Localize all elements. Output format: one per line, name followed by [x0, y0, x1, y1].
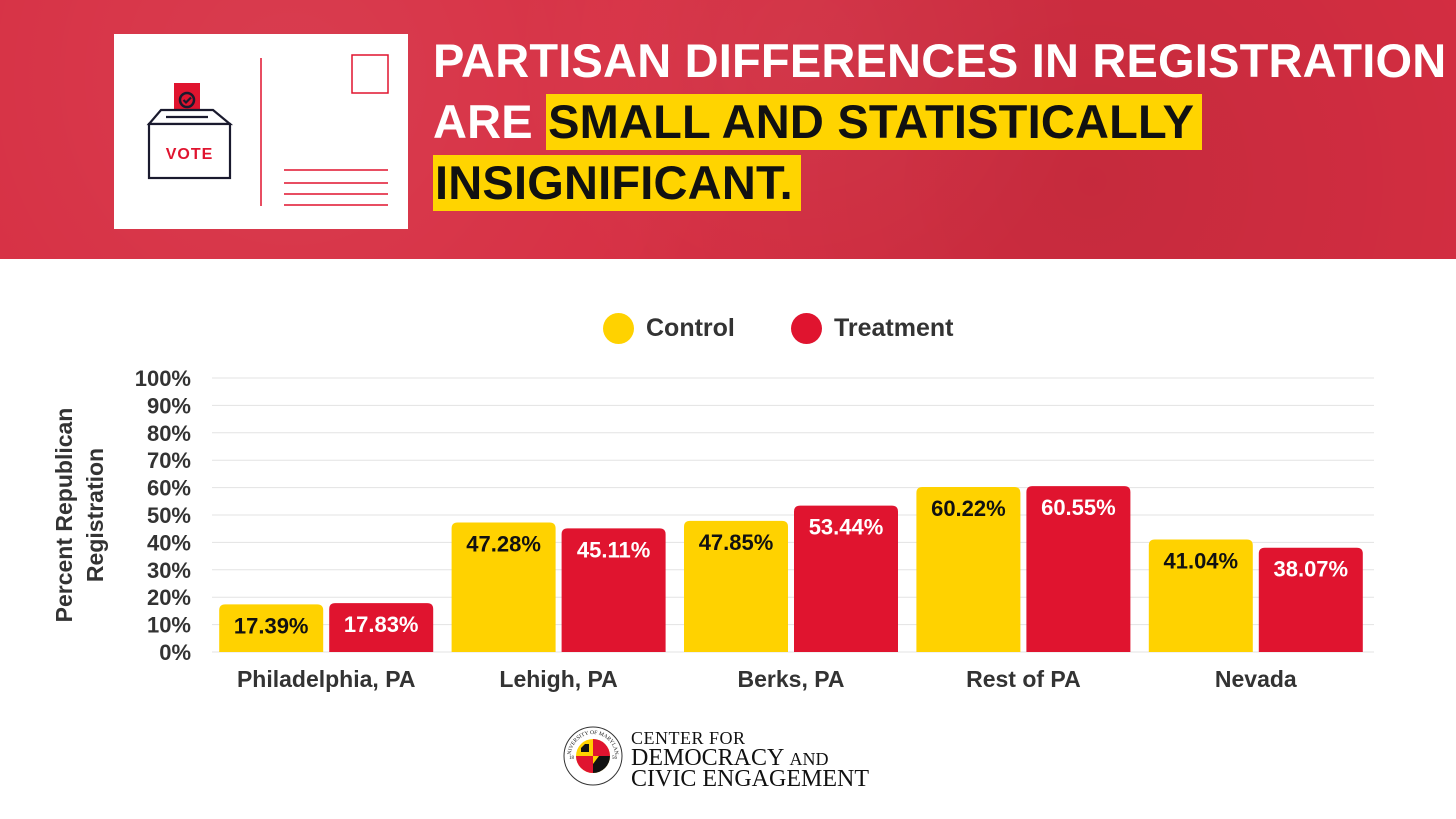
data-label-control: 47.85% — [699, 530, 774, 555]
ballot-box-icon — [147, 122, 232, 180]
seal-year-left: 18 — [569, 756, 575, 761]
bar-treatment — [561, 528, 666, 652]
headline-line-2-plain: ARE — [433, 95, 533, 148]
y-tick-label: 0% — [159, 640, 191, 665]
x-tick-label: Nevada — [1215, 666, 1297, 692]
headline-line-3-highlight: INSIGNIFICANT. — [433, 155, 801, 211]
page-title: PARTISAN DIFFERENCES IN REGISTRATION ARE… — [433, 30, 1447, 213]
headline-line-2-highlight: SMALL AND STATISTICALLY — [546, 94, 1203, 150]
y-tick-label: 80% — [147, 421, 191, 446]
data-label-treatment: 17.83% — [344, 612, 419, 637]
y-tick-label: 70% — [147, 448, 191, 473]
seal-year-right: 56 — [612, 756, 618, 761]
legend-label-control: Control — [646, 313, 735, 342]
bar-control — [451, 522, 556, 652]
bar-treatment — [1258, 547, 1363, 652]
legend-item-treatment: Treatment — [791, 311, 953, 345]
data-label-treatment: 45.11% — [577, 537, 650, 562]
y-tick-label: 40% — [147, 530, 191, 555]
y-tick-label: 100% — [135, 366, 191, 391]
legend-swatch-control — [603, 312, 634, 344]
chart-bars: 17.39% 17.83% 47.28% 45.11% 47.85% 53.44% 60.2… — [219, 486, 1363, 652]
bar-control — [684, 520, 788, 652]
footer-logo: UNIVERSITY OF MARYLAND 18 56 CENTER FOR … — [563, 726, 903, 792]
bar-treatment — [329, 603, 434, 652]
data-label-treatment: 53.44% — [809, 515, 884, 540]
data-label-control: 41.04% — [1163, 549, 1238, 574]
university-of-maryland-seal-icon: UNIVERSITY OF MARYLAND 18 56 — [563, 726, 623, 786]
legend-label-treatment: Treatment — [834, 313, 954, 342]
checkmark-circle-icon — [178, 91, 196, 109]
headline-line-1: PARTISAN DIFFERENCES IN REGISTRATION — [433, 34, 1447, 87]
y-tick-label: 50% — [147, 503, 191, 528]
footer-org-name: CENTER FOR DEMOCRACY AND CIVIC ENGAGEMEN… — [631, 728, 869, 792]
y-tick-label: 20% — [147, 585, 191, 610]
stamp-icon — [351, 54, 389, 94]
data-label-treatment: 60.55% — [1041, 495, 1116, 520]
legend-swatch-treatment — [791, 312, 822, 344]
y-tick-label: 10% — [147, 613, 191, 638]
footer-line-2-small: AND — [789, 749, 829, 769]
x-tick-label: Lehigh, PA — [499, 666, 617, 692]
data-label-control: 17.39% — [234, 613, 309, 638]
checkmark-icon — [182, 96, 192, 105]
x-tick-label: Rest of PA — [966, 666, 1081, 692]
data-label-control: 47.28% — [466, 531, 541, 556]
postcard-illustration: VOTE — [146, 54, 389, 206]
header-banner: VOTE PARTISAN DIFFERENCES IN REGISTRATIO… — [0, 0, 1456, 259]
y-tick-label: 60% — [147, 476, 191, 501]
legend-item-control: Control — [603, 311, 735, 345]
bar-control — [1148, 539, 1253, 652]
x-axis-ticks: Philadelphia, PA Lehigh, PA Berks, PA Rest … — [237, 666, 1297, 692]
bar-control — [219, 604, 324, 652]
vote-label: VOTE — [166, 146, 214, 163]
y-axis-ticks: 0%10% 20%30% 40%50%60% 70%80% 90%100% — [135, 366, 191, 665]
footer-line-1: CENTER FOR — [631, 728, 746, 748]
bar-treatment — [1026, 486, 1131, 652]
data-label-control: 60.22% — [931, 496, 1006, 521]
bar-treatment — [794, 505, 898, 652]
footer-line-2-main: DEMOCRACY — [631, 745, 784, 771]
postcard-vote-icon: VOTE — [114, 34, 408, 229]
y-tick-label: 90% — [147, 393, 191, 418]
bar-control — [916, 486, 1021, 652]
chart-legend: Control Treatment — [0, 311, 1456, 345]
x-tick-label: Berks, PA — [738, 666, 845, 692]
data-label-treatment: 38.07% — [1273, 557, 1348, 582]
footer-line-3: CIVIC ENGAGEMENT — [631, 766, 869, 792]
x-tick-label: Philadelphia, PA — [237, 666, 416, 692]
y-tick-label: 30% — [147, 558, 191, 583]
